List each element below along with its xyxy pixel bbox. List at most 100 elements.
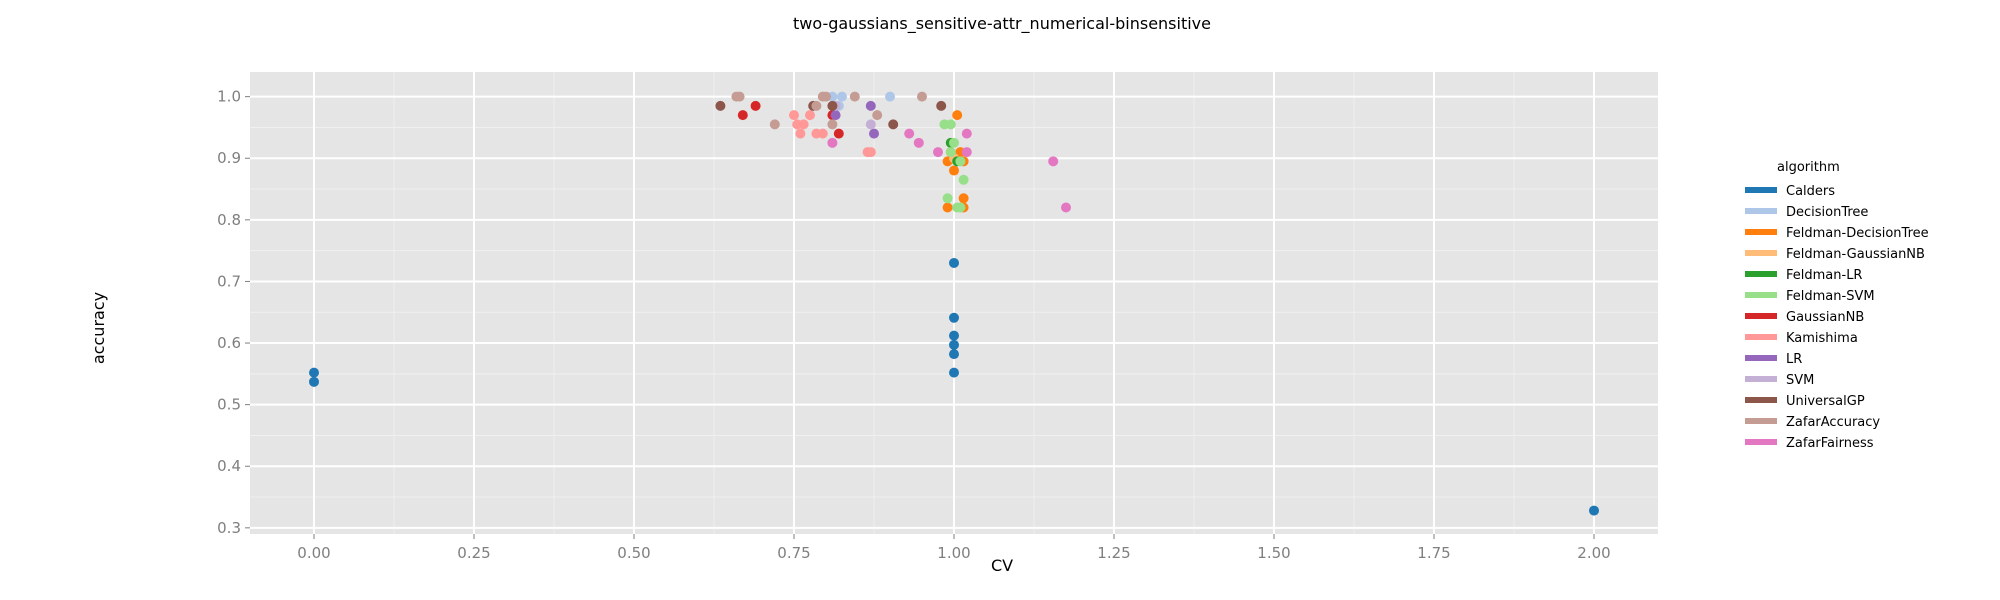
chart-title: two-gaussians_sensitive-attr_numerical-b… <box>793 14 1211 34</box>
point-lr <box>869 128 879 139</box>
point-feldman-decisiontree <box>952 110 963 121</box>
point-feldman-svm <box>955 156 966 167</box>
point-calders <box>949 330 959 341</box>
y-tick-label: 0.5 <box>217 396 241 414</box>
point-zafaraccuracy <box>849 91 860 102</box>
point-calders <box>949 349 959 360</box>
legend-swatch-zafaraccuracy <box>1745 418 1777 424</box>
legend-swatch-zafarfairness <box>1745 439 1777 445</box>
legend-swatch-lr <box>1745 355 1777 361</box>
point-feldman-svm <box>949 137 959 148</box>
point-kamishima <box>798 119 809 130</box>
y-tick-label: 1.0 <box>217 88 241 106</box>
point-calders <box>949 257 959 268</box>
point-kamishima <box>795 128 806 139</box>
legend-title: algorithm <box>1777 160 1840 175</box>
point-calders <box>949 367 959 378</box>
legend-label-universalgp: UniversalGP <box>1786 394 1865 409</box>
point-universalgp <box>888 119 899 130</box>
data-points <box>309 91 1599 516</box>
legend-swatch-feldman-decisiontree <box>1745 229 1777 235</box>
point-universalgp <box>827 100 838 111</box>
x-tick-label: 0.25 <box>457 544 490 562</box>
point-universalgp <box>715 100 726 111</box>
y-axis-ticks: 0.3 0.4 0.5 0.6 0.7 0.8 0.9 1.0 <box>217 88 250 537</box>
x-tick-label: 0.00 <box>297 544 330 562</box>
point-feldman-svm <box>955 202 966 213</box>
point-feldman-svm <box>942 193 953 204</box>
point-feldman-decisiontree <box>958 193 969 204</box>
x-tick-label: 1.50 <box>1257 544 1290 562</box>
legend-label-decisiontree: DecisionTree <box>1786 205 1868 220</box>
x-tick-label: 1.00 <box>937 544 970 562</box>
x-tick-label: 0.50 <box>617 544 650 562</box>
point-zafaraccuracy <box>769 119 780 130</box>
y-tick-label: 0.8 <box>217 211 241 229</box>
point-feldman-svm <box>945 147 956 158</box>
y-tick-label: 0.9 <box>217 149 241 167</box>
point-gaussiannb <box>833 128 844 139</box>
point-kamishima <box>789 110 799 121</box>
legend-swatch-feldman-lr <box>1745 271 1777 277</box>
point-zafaraccuracy <box>811 100 822 111</box>
point-lr <box>830 110 841 121</box>
point-zafarfairness <box>961 128 972 139</box>
point-kamishima <box>862 147 873 158</box>
point-zafaraccuracy <box>917 91 927 102</box>
point-zafarfairness <box>827 137 838 148</box>
legend-label-gaussiannb: GaussianNB <box>1786 310 1864 325</box>
point-feldman-decisiontree <box>949 165 959 176</box>
legend-label-calders: Calders <box>1786 184 1835 199</box>
legend-swatch-feldman-gaussiannb <box>1745 250 1777 256</box>
x-axis-ticks: 0.00 0.25 0.50 0.75 1.00 1.25 1.50 1.75 2.00 <box>297 534 1611 562</box>
point-zafaraccuracy <box>821 91 831 102</box>
point-zafarfairness <box>904 128 915 139</box>
legend-swatch-kamishima <box>1745 334 1777 340</box>
y-tick-label: 0.7 <box>217 272 241 290</box>
point-gaussiannb <box>750 100 761 111</box>
legend-label-feldman-decisiontree: Feldman-DecisionTree <box>1786 226 1929 241</box>
point-feldman-svm <box>945 119 956 130</box>
legend-swatch-universalgp <box>1745 397 1777 403</box>
point-zafarfairness <box>961 147 972 158</box>
point-decisiontree <box>837 91 847 102</box>
point-calders <box>949 339 959 350</box>
legend-label-zafaraccuracy: ZafarAccuracy <box>1786 415 1880 430</box>
y-axis-title: accuracy <box>89 292 108 364</box>
x-tick-label: 0.75 <box>777 544 810 562</box>
point-zafarfairness <box>1048 156 1059 167</box>
legend-swatch-decisiontree <box>1745 208 1777 214</box>
point-calders <box>309 376 319 387</box>
legend-swatch-calders <box>1745 187 1777 193</box>
point-svm <box>865 119 876 130</box>
point-zafaraccuracy <box>872 110 883 121</box>
y-tick-label: 0.3 <box>217 519 241 537</box>
y-tick-label: 0.6 <box>217 334 241 352</box>
point-gaussiannb <box>737 110 748 121</box>
legend-label-kamishima: Kamishima <box>1786 331 1858 346</box>
point-zafaraccuracy <box>734 91 745 102</box>
legend-swatch-gaussiannb <box>1745 313 1777 319</box>
point-kamishima <box>817 128 828 139</box>
legend-label-feldman-svm: Feldman-SVM <box>1786 289 1875 304</box>
point-decisiontree <box>885 91 895 102</box>
point-calders <box>949 312 959 323</box>
point-calders <box>1589 505 1599 516</box>
x-tick-label: 2.00 <box>1577 544 1610 562</box>
point-calders <box>309 367 319 378</box>
x-tick-label: 1.75 <box>1417 544 1450 562</box>
legend-swatch-svm <box>1745 376 1777 382</box>
point-zafaraccuracy <box>827 119 838 130</box>
point-lr <box>865 100 876 111</box>
legend-label-lr: LR <box>1786 352 1802 367</box>
x-axis-title: CV <box>991 556 1013 575</box>
point-universalgp <box>936 100 947 111</box>
point-feldman-decisiontree <box>942 202 953 213</box>
x-tick-label: 1.25 <box>1097 544 1130 562</box>
legend-label-svm: SVM <box>1786 373 1814 388</box>
legend-label-feldman-lr: Feldman-LR <box>1786 268 1862 283</box>
legend-label-feldman-gaussiannb: Feldman-GaussianNB <box>1786 247 1925 262</box>
point-zafarfairness <box>933 147 943 158</box>
point-zafarfairness <box>1061 202 1071 213</box>
